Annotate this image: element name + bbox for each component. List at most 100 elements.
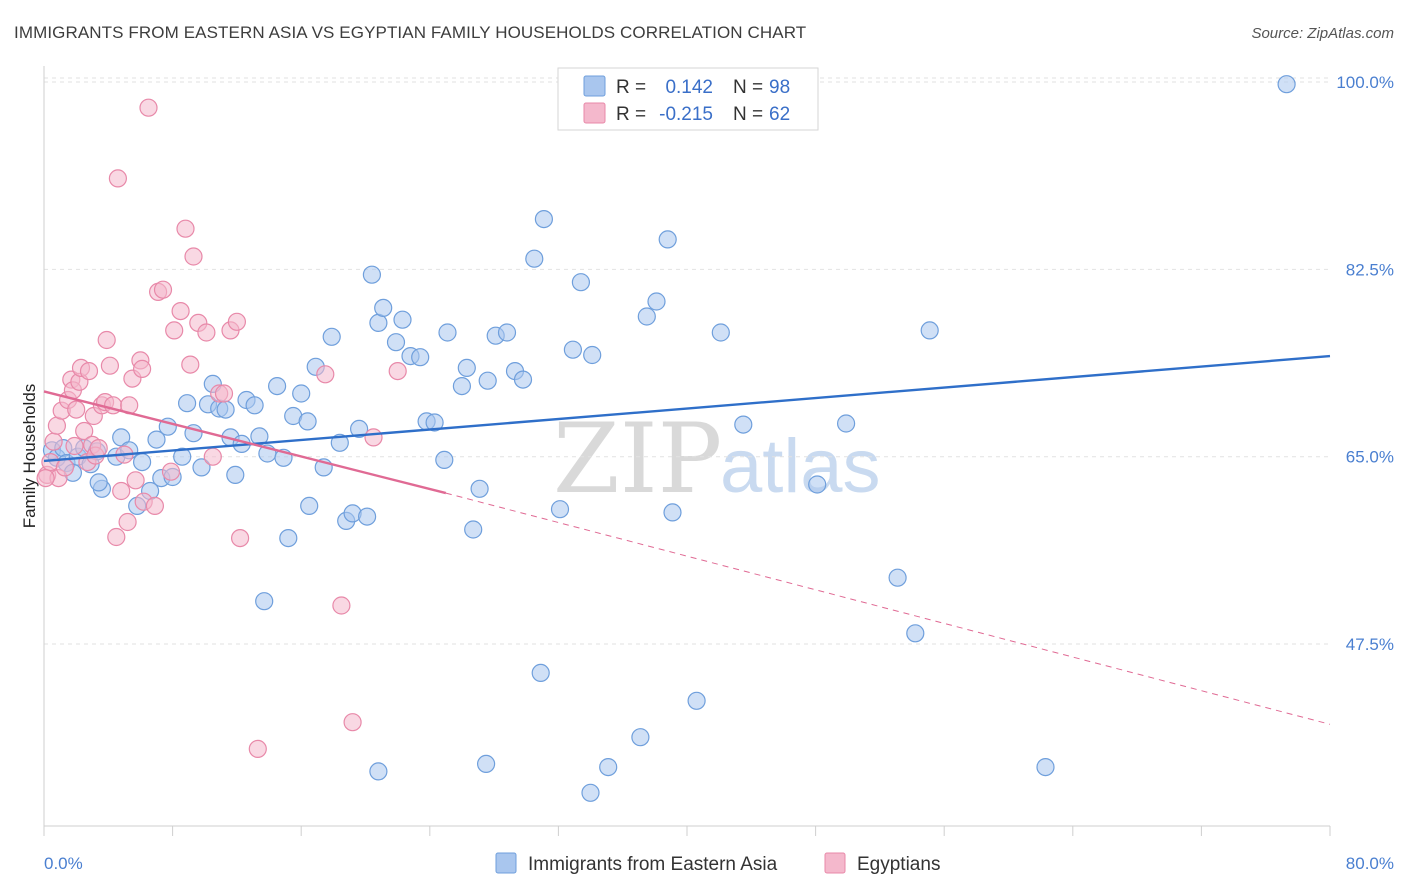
eastern-asia-point (583, 345, 602, 365)
y-tick-label: 47.5% (1346, 635, 1394, 654)
eastern-asia-point (411, 348, 430, 367)
eastern-asia-point (711, 323, 730, 342)
egyptians-point (97, 330, 116, 350)
egyptians-point (126, 471, 145, 490)
y-tick-label: 100.0% (1336, 73, 1394, 92)
series-legend: Immigrants from Eastern Asia Egyptians (495, 852, 940, 875)
eastern-asia-point (457, 358, 476, 377)
egyptians-point (231, 528, 250, 548)
egyptians-point (139, 98, 158, 117)
egyptians-point (67, 400, 86, 419)
eastern-asia-point (513, 370, 533, 389)
eastern-asia-point (658, 230, 677, 249)
egyptians-point (55, 458, 75, 477)
chart-title: IMMIGRANTS FROM EASTERN ASIA VS EGYPTIAN… (14, 23, 806, 42)
eastern-asia-point (647, 292, 666, 311)
eastern-asia-point (1036, 757, 1055, 777)
egyptians-point (203, 447, 222, 466)
eastern-asia-point (112, 428, 131, 447)
eastern-asia-point (386, 333, 406, 352)
egyptians-point (343, 713, 362, 732)
eastern-asia-point (631, 728, 650, 747)
egyptians-point (44, 432, 63, 451)
eastern-asia-point (147, 430, 166, 449)
x-tick-labels: 0.0% 80.0% (44, 854, 1394, 873)
eastern-asia-point (571, 273, 591, 292)
eastern-asia-point (581, 783, 600, 802)
series-egyptians-points (36, 98, 407, 759)
eastern-asia-point (836, 414, 856, 433)
eastern-asia-point (350, 419, 369, 438)
eastern-asia-point (374, 298, 393, 317)
egyptians-point (75, 421, 94, 441)
legend-r-label-0: R = (616, 77, 646, 98)
egyptians-point (47, 416, 67, 435)
egyptians-point (65, 436, 84, 456)
chart-source: Source: ZipAtlas.com (1251, 25, 1394, 42)
legend-n-value-1: 62 (769, 104, 790, 125)
egyptians-point (133, 359, 152, 378)
eastern-asia-point (534, 210, 554, 229)
egyptians-point (364, 428, 383, 447)
y-tick-label: 65.0% (1346, 448, 1394, 467)
legend-n-label-0: N = (733, 77, 763, 98)
eastern-asia-point (216, 400, 235, 419)
eastern-asia-point (464, 520, 483, 539)
trend-lines (43, 354, 1331, 725)
eastern-asia-point (298, 412, 317, 431)
eastern-asia-point (438, 323, 457, 342)
trend-line-eastern-asia (43, 354, 1331, 463)
egyptians-point (316, 365, 335, 384)
grid-lines (44, 77, 1330, 645)
egyptians-point (181, 355, 200, 374)
egyptians-point (112, 481, 131, 501)
legend-n-label-1: N = (733, 104, 763, 125)
egyptians-point (227, 312, 246, 331)
egyptians-point (248, 739, 267, 759)
legend-swatch-pink (583, 102, 606, 124)
eastern-asia-point (1277, 75, 1296, 94)
eastern-asia-point (425, 413, 444, 432)
legend-r-label-1: R = (616, 104, 646, 125)
eastern-asia-point (478, 371, 497, 390)
eastern-asia-point (330, 433, 349, 452)
eastern-asia-point (245, 396, 264, 415)
egyptians-point (153, 280, 173, 299)
egyptians-point (145, 496, 164, 515)
egyptians-point (100, 356, 120, 375)
egyptians-point (161, 462, 181, 481)
eastern-asia-point (687, 691, 706, 710)
legend-r-value-1: -0.215 (659, 104, 713, 125)
egyptians-point (332, 596, 351, 615)
watermark: ZIP atlas (553, 403, 881, 515)
egyptians-point (184, 247, 203, 266)
egyptians-point (214, 384, 234, 403)
y-axis-label: Family Households (20, 384, 39, 529)
y-tick-label: 82.5% (1346, 260, 1394, 279)
eastern-asia-point (255, 592, 274, 611)
eastern-asia-point (906, 624, 925, 643)
eastern-asia-point (358, 507, 377, 526)
egyptians-point (197, 323, 216, 342)
eastern-asia-point (637, 307, 656, 326)
eastern-asia-point (279, 528, 298, 548)
eastern-asia-point (133, 453, 152, 472)
eastern-asia-point (477, 754, 496, 774)
eastern-asia-point (300, 496, 319, 515)
eastern-asia-point (178, 394, 197, 413)
eastern-asia-point (808, 475, 827, 494)
egyptians-point (171, 302, 190, 321)
series-legend-label-blue: Immigrants from Eastern Asia (528, 854, 778, 875)
eastern-asia-point (550, 500, 570, 519)
legend-swatch-blue (583, 75, 606, 97)
eastern-asia-point (369, 762, 388, 781)
legend-r-value-0: 0.142 (665, 77, 713, 98)
egyptians-point (388, 362, 407, 381)
trend-line-egyptians (43, 390, 447, 495)
egyptians-point (118, 512, 137, 532)
eastern-asia-point (888, 568, 907, 587)
eastern-asia-point (531, 663, 550, 683)
eastern-asia-point (563, 340, 583, 359)
eastern-asia-point (322, 327, 341, 346)
